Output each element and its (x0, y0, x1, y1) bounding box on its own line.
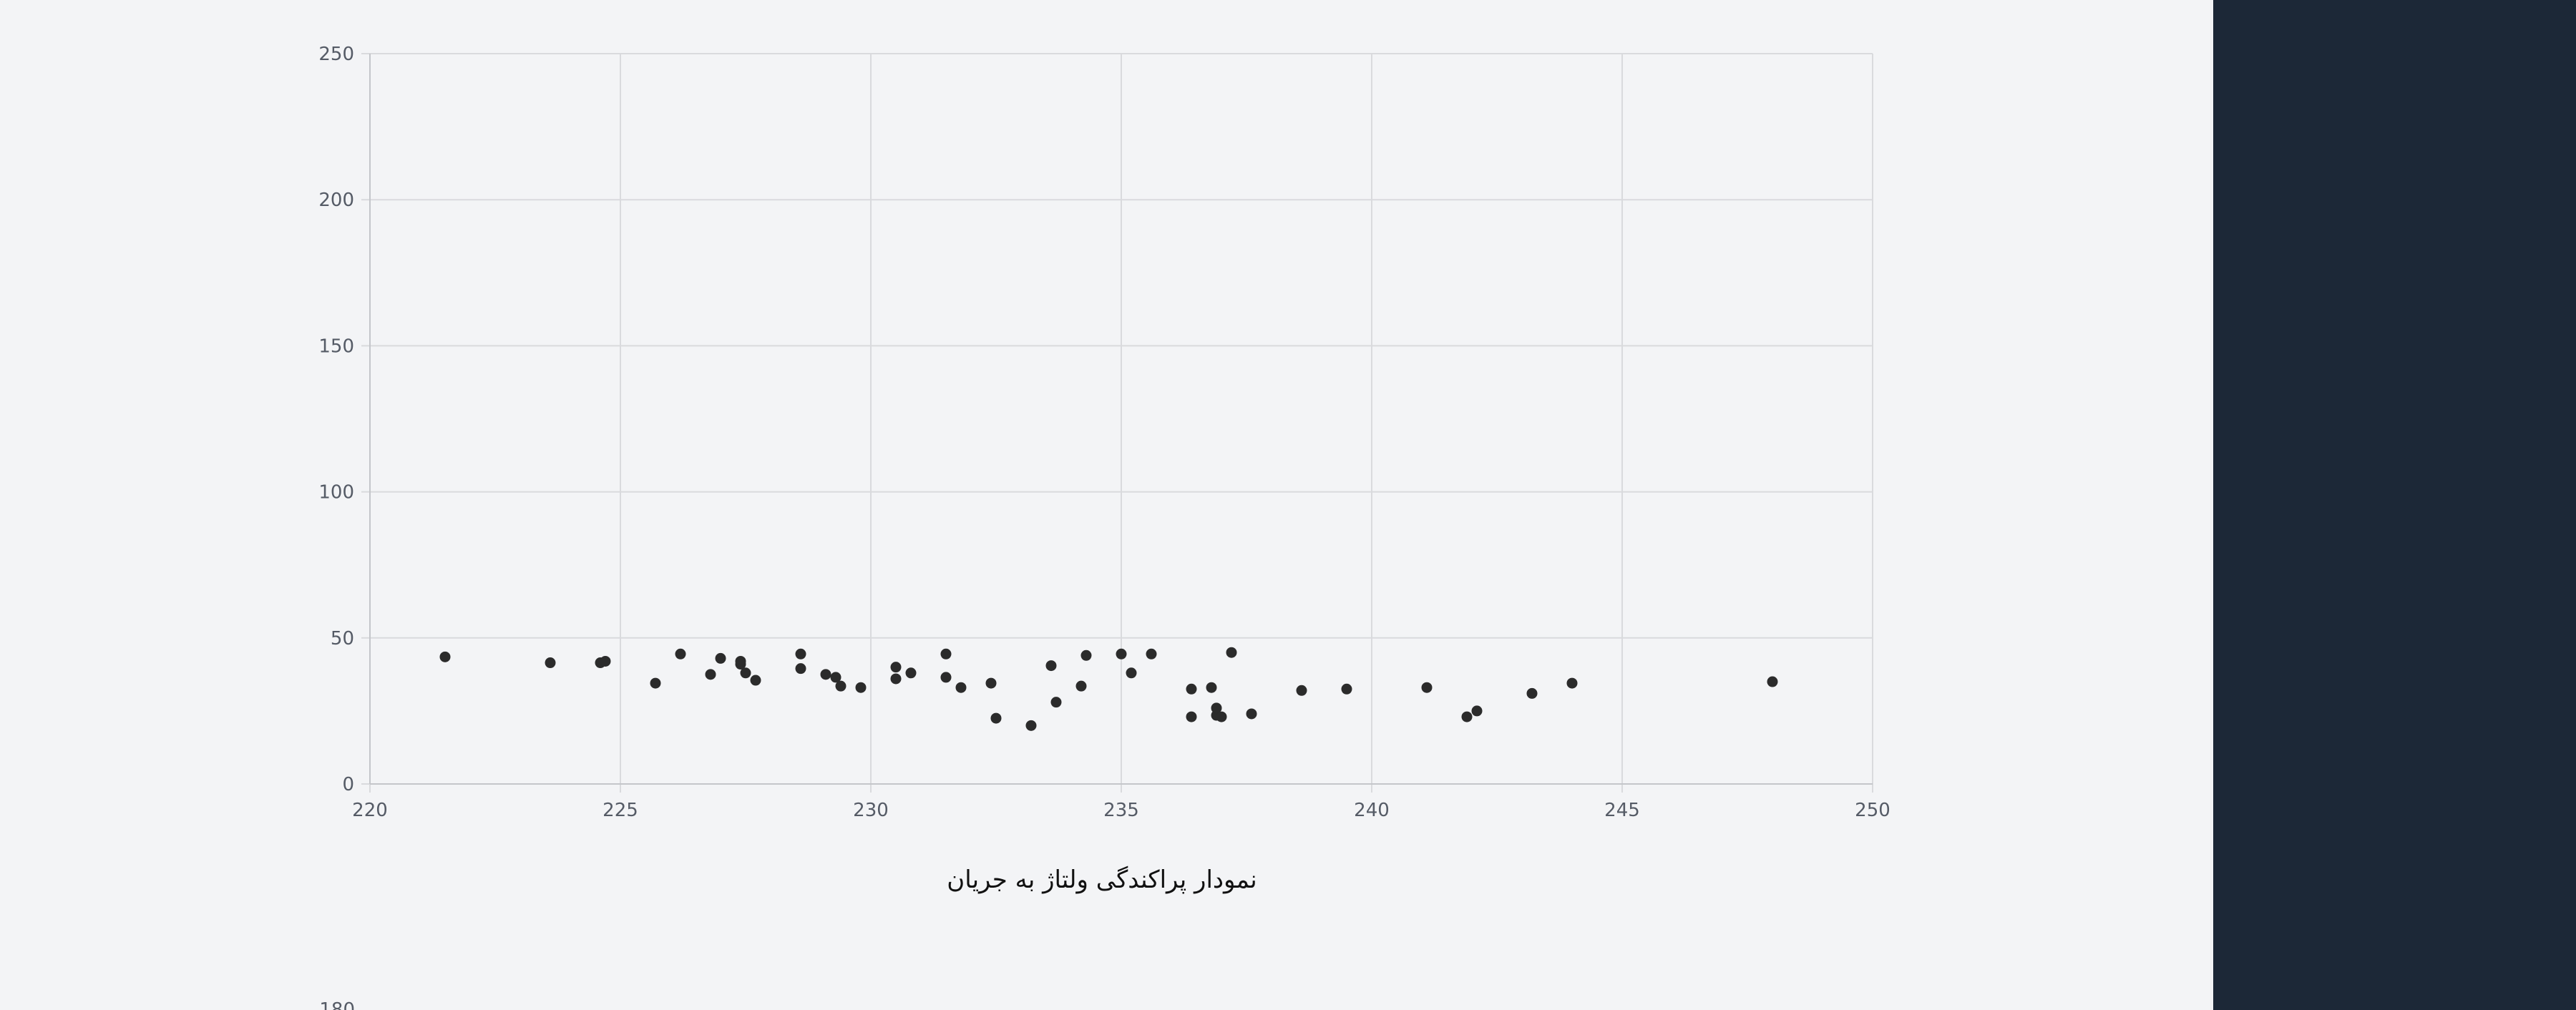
scatter-point (1116, 648, 1127, 660)
y-tick-label: 100 (318, 482, 354, 504)
scatter-point (835, 680, 847, 692)
scatter-point (1025, 720, 1037, 731)
scatter-point (1566, 677, 1578, 689)
scatter-point (650, 677, 661, 689)
scatter-point (1211, 702, 1222, 714)
scatter-point (1461, 711, 1473, 722)
y-tick-label: 50 (331, 628, 354, 649)
scatter-point (890, 673, 902, 685)
x-tick-label: 250 (1855, 800, 1890, 821)
scatter-point (1050, 697, 1062, 708)
scatter-point (905, 667, 917, 679)
scatter-point (600, 655, 611, 667)
scatter-point (795, 648, 806, 660)
scatter-point (820, 669, 831, 680)
scatter-point (675, 648, 686, 660)
scatter-point (830, 672, 841, 683)
chart-caption: نمودار پراکندگی ولتاژ به جریان (947, 866, 1257, 894)
scatter-point (1045, 660, 1057, 672)
scatter-point (855, 682, 867, 693)
x-tick-label: 245 (1604, 800, 1640, 821)
scatter-point (545, 657, 556, 669)
scatter-point (1216, 711, 1227, 722)
scatter-point (1126, 667, 1137, 679)
scatter-point (735, 655, 746, 667)
x-tick-label: 220 (352, 800, 388, 821)
scatter-point (439, 651, 451, 662)
scatter-point (985, 677, 997, 689)
scatter-chart: 220 225 230 235 240 245 250 0 50 100 150 200 250 180 (318, 44, 1890, 1010)
scatter-point (940, 648, 952, 660)
y-tick-label: 150 (318, 335, 354, 357)
scatter-point (795, 663, 806, 675)
x-tick-label: 235 (1103, 800, 1139, 821)
scatter-point (1206, 682, 1217, 693)
chart-area: 220 225 230 235 240 245 250 0 50 100 150 200 250 180… (318, 44, 1890, 1010)
y-tick-label: 0 (342, 774, 354, 795)
scatter-point (990, 712, 1002, 724)
scatter-point (750, 675, 761, 686)
chart-grid (361, 53, 1873, 793)
next-chart-partial-tick: 180 (319, 999, 355, 1010)
scatter-point (1186, 683, 1197, 695)
scatter-point (1226, 647, 1237, 658)
scatter-point (1075, 680, 1087, 692)
x-tick-label: 225 (602, 800, 638, 821)
scatter-point (940, 672, 952, 683)
y-tick-label: 250 (318, 44, 354, 65)
scatter-point (1341, 683, 1352, 695)
scatter-point (955, 682, 967, 693)
scatter-point (715, 652, 726, 664)
scatter-point (890, 662, 902, 673)
scatter-point (1146, 648, 1157, 660)
x-tick-label: 240 (1354, 800, 1390, 821)
scatter-point (740, 667, 751, 679)
scatter-point (1767, 676, 1778, 687)
scatter-point (1186, 711, 1197, 722)
tick-labels: 220 225 230 235 240 245 250 0 50 100 150 200 250 (318, 44, 1890, 821)
chart-axes (369, 54, 1873, 785)
scatter-point (705, 669, 716, 680)
y-tick-label: 200 (318, 190, 354, 211)
scatter-point (1471, 705, 1483, 717)
scatter-point (1421, 682, 1433, 693)
scatter-point (1526, 687, 1538, 699)
scatter-point (1296, 685, 1307, 696)
scatter-points (439, 647, 1778, 731)
side-panel (2213, 0, 2576, 1010)
scatter-point (1080, 649, 1092, 661)
x-tick-label: 230 (853, 800, 889, 821)
scatter-point (1246, 708, 1257, 720)
